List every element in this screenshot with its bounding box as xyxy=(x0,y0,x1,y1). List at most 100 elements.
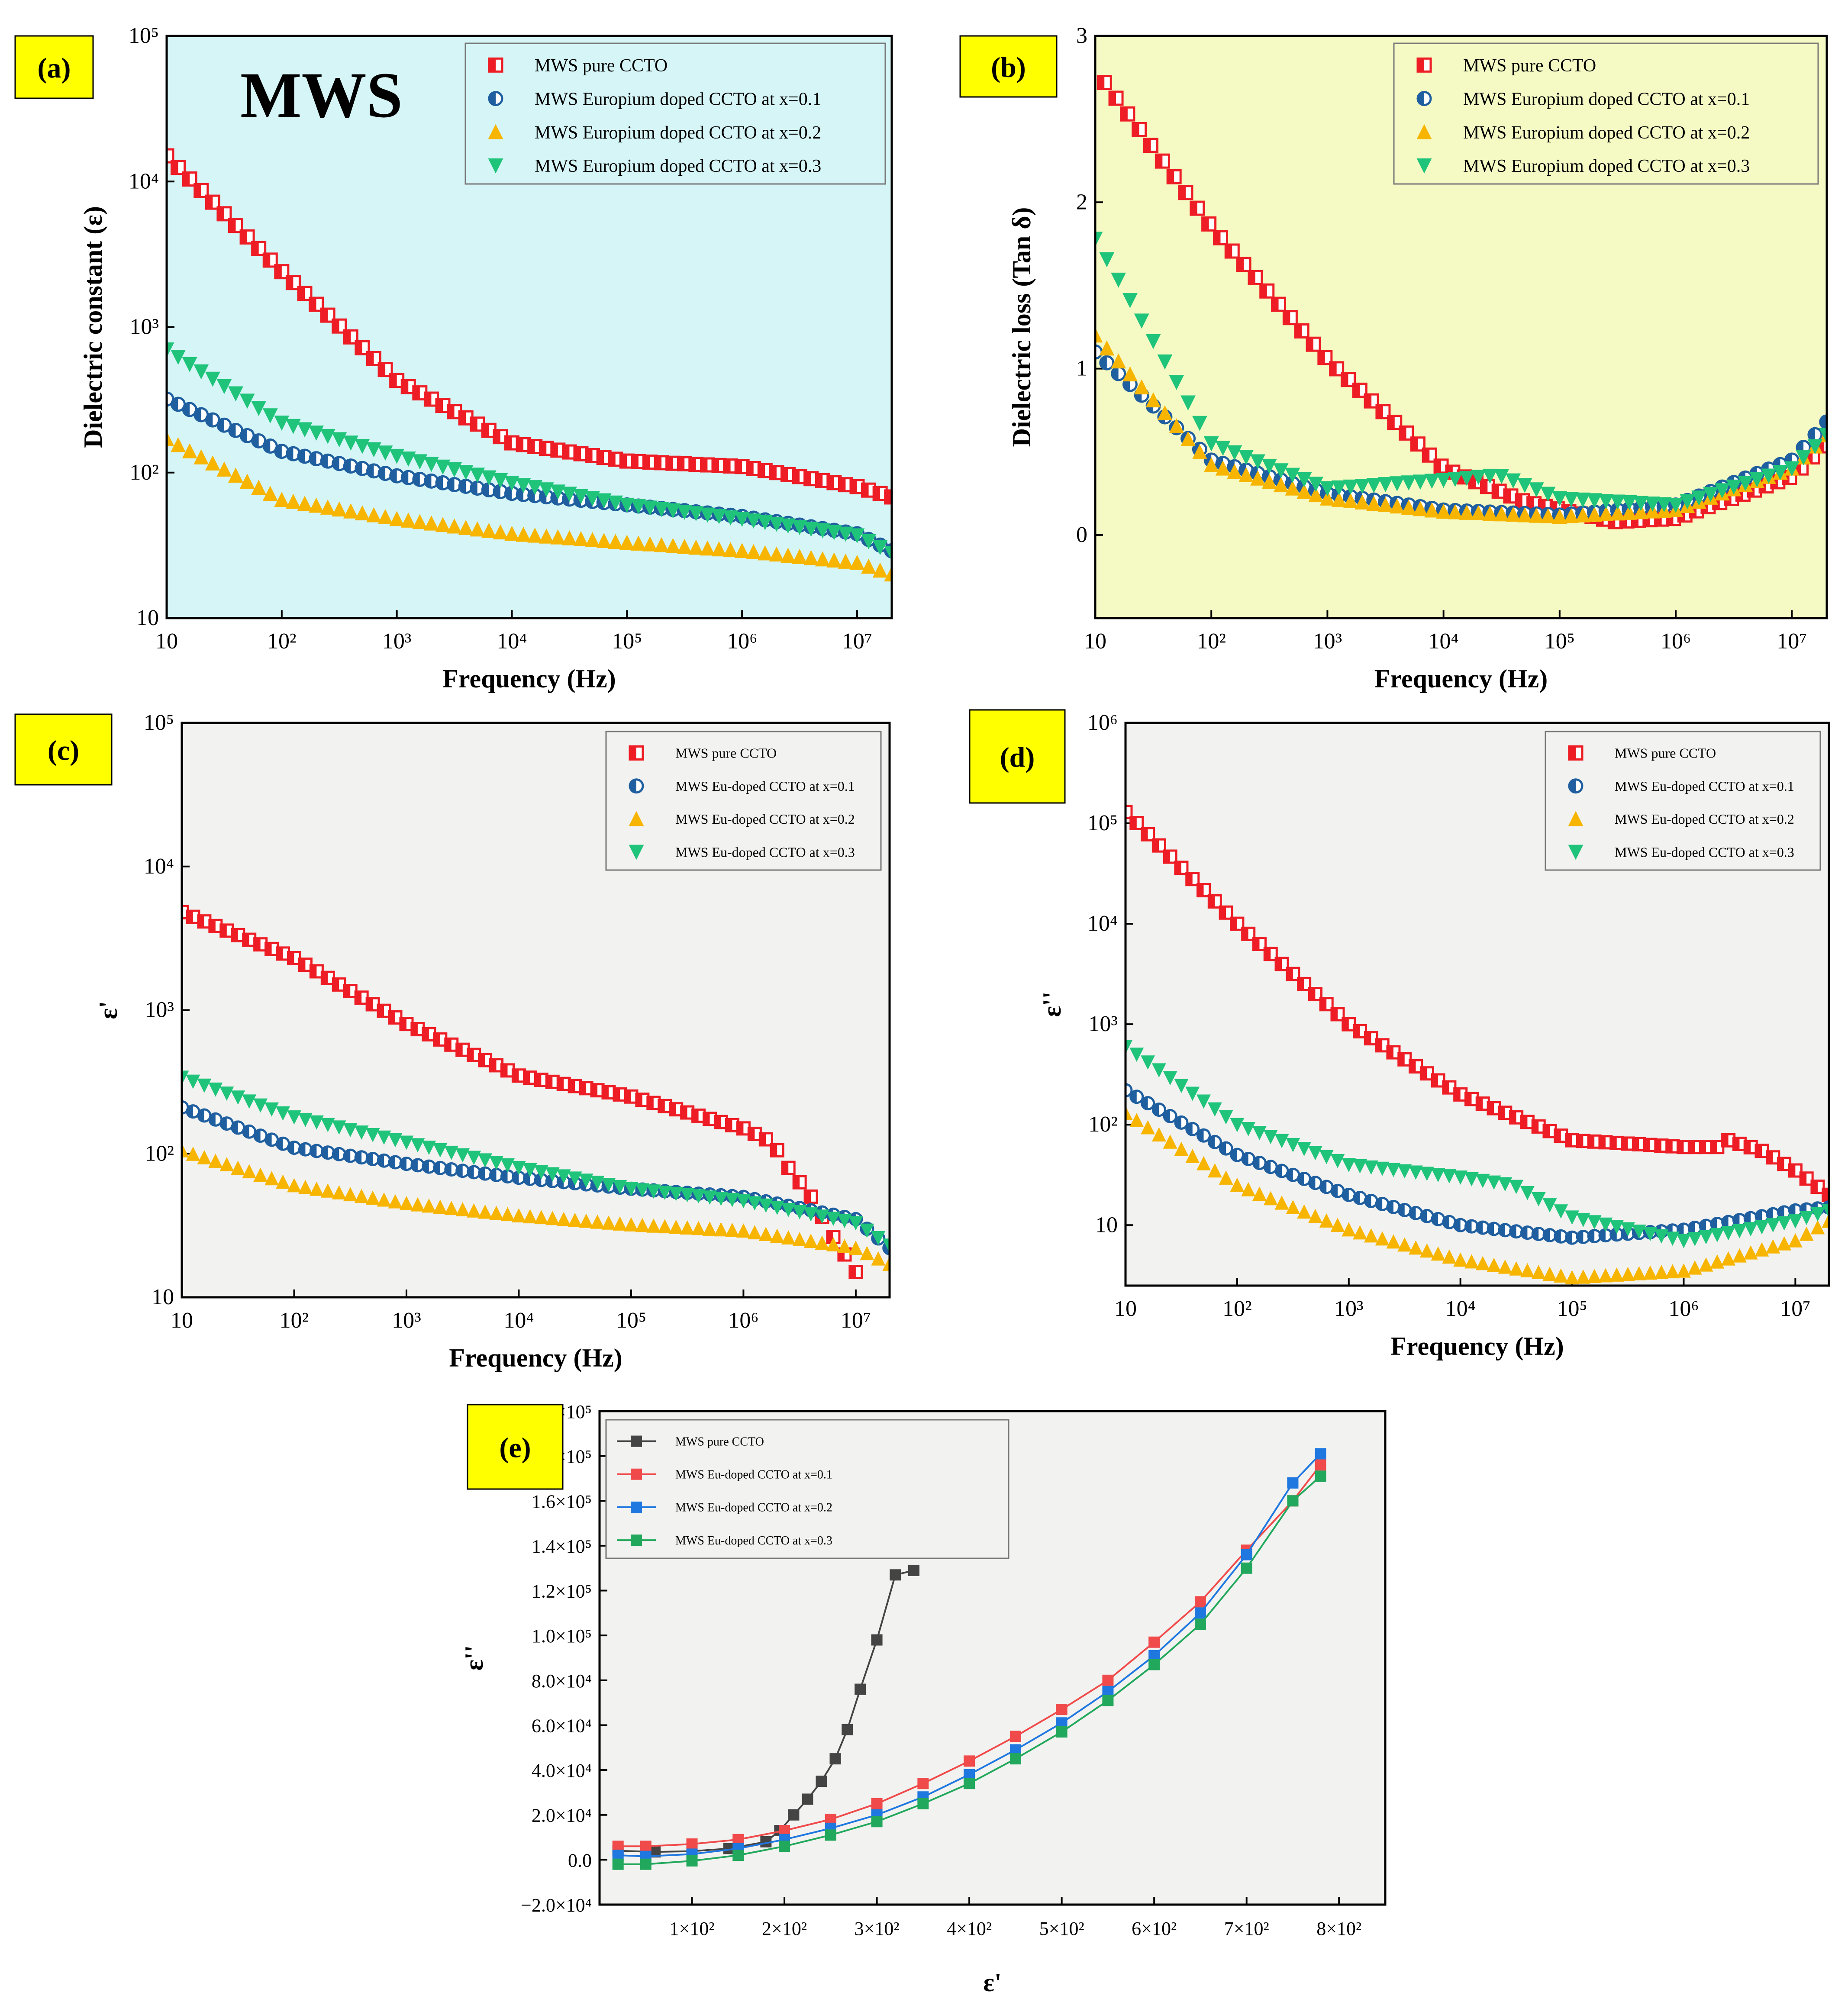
marker-triangle-up xyxy=(455,1202,470,1216)
x-tick-label: 10⁴ xyxy=(1429,629,1459,654)
marker-square-fill xyxy=(332,319,339,333)
marker-square-fill xyxy=(1755,1144,1762,1157)
marker-triangle-down xyxy=(736,1194,751,1209)
marker-triangle-up xyxy=(792,1232,807,1246)
marker-triangle-up xyxy=(1250,470,1265,486)
marker-triangle-up xyxy=(1331,492,1347,507)
marker-triangle-down xyxy=(1424,474,1440,489)
marker-triangle-up xyxy=(646,1218,661,1233)
marker-circle-fill xyxy=(1130,1090,1137,1103)
marker-circle-fill xyxy=(1112,367,1119,380)
x-tick-label: 10⁴ xyxy=(497,629,527,654)
marker-triangle-down xyxy=(556,1169,571,1184)
marker-triangle-down xyxy=(631,499,646,514)
marker-square-fill xyxy=(1298,978,1304,990)
marker-triangle-down xyxy=(1540,487,1556,502)
marker-square-fill xyxy=(1488,1102,1494,1115)
y-tick-label: 10 xyxy=(152,1285,174,1309)
marker-square-fill xyxy=(771,1144,777,1157)
marker-triangle-up xyxy=(467,1203,481,1218)
marker-square-fill xyxy=(827,1231,833,1243)
marker-square-fill xyxy=(1435,459,1442,473)
marker-circle-fill xyxy=(367,1153,373,1165)
marker-circle-fill xyxy=(1231,1149,1237,1161)
marker-triangle-up xyxy=(1552,509,1567,524)
marker-square-fill xyxy=(1689,1141,1695,1153)
marker-triangle-down xyxy=(1122,293,1138,308)
marker-square-fill xyxy=(220,924,227,937)
marker-triangle-down xyxy=(1645,496,1660,512)
marker-triangle-up xyxy=(803,1234,818,1248)
marker-triangle-down xyxy=(1436,473,1451,488)
y-tick-label: 2 xyxy=(1076,190,1087,214)
marker-triangle-down xyxy=(700,507,715,523)
marker-triangle-up xyxy=(1598,506,1614,521)
marker-square-fill xyxy=(625,1090,631,1103)
marker-triangle-up xyxy=(871,1251,886,1266)
marker-triangle-down xyxy=(596,493,612,509)
marker-triangle-down xyxy=(849,528,865,544)
marker-filled-square xyxy=(1009,1753,1021,1765)
marker-circle-fill xyxy=(1186,1123,1193,1135)
marker-circle-fill xyxy=(206,413,213,427)
marker-square-fill xyxy=(1778,1157,1784,1170)
marker-circle-fill xyxy=(209,1113,216,1126)
marker-filled-square xyxy=(631,1435,642,1447)
marker-triangle-down xyxy=(642,500,658,516)
marker-square-fill xyxy=(715,1116,721,1128)
marker-filled-square xyxy=(1148,1659,1160,1670)
marker-square-fill xyxy=(1566,1134,1572,1147)
marker-triangle-up xyxy=(242,1164,257,1179)
marker-triangle-down xyxy=(467,1151,481,1165)
marker-square-fill xyxy=(658,1100,665,1112)
marker-triangle-up xyxy=(680,1220,695,1235)
x-tick-label: 10⁶ xyxy=(728,1308,758,1333)
x-tick-label: 10 xyxy=(171,1308,193,1333)
marker-triangle-up xyxy=(1342,1222,1356,1237)
marker-triangle-up xyxy=(399,1196,414,1210)
marker-triangle-down xyxy=(1598,1217,1613,1232)
marker-square-fill xyxy=(1214,231,1221,245)
series-3 xyxy=(1095,232,1827,513)
marker-square-fill xyxy=(574,447,581,461)
marker-triangle-up xyxy=(1366,496,1382,511)
marker-filled-square xyxy=(1194,1607,1206,1619)
marker-square-fill xyxy=(1655,1139,1661,1152)
marker-square-fill xyxy=(1320,998,1327,1010)
marker-circle-fill xyxy=(1387,1201,1393,1213)
marker-triangle-down xyxy=(1227,445,1242,461)
marker-square-fill xyxy=(793,470,800,484)
series-layer xyxy=(1126,805,1829,1285)
marker-triangle-up xyxy=(1389,498,1405,514)
marker-triangle-down xyxy=(550,484,566,500)
marker-square-fill xyxy=(1469,475,1476,488)
marker-triangle-up xyxy=(481,522,497,538)
marker-circle-fill xyxy=(321,455,328,468)
marker-triangle-down xyxy=(1587,1215,1602,1230)
marker-triangle-down xyxy=(171,349,186,365)
marker-filled-square xyxy=(802,1793,813,1805)
marker-square-fill xyxy=(1599,1136,1606,1148)
x-tick-label: 10⁶ xyxy=(1661,629,1691,654)
marker-triangle-up xyxy=(435,517,451,532)
marker-triangle-down xyxy=(410,1138,425,1153)
marker-circle-fill xyxy=(1755,1210,1762,1222)
legend-label: MWS Eu-doped CCTO at x=0.1 xyxy=(1615,778,1794,794)
marker-triangle-up xyxy=(1576,1269,1590,1284)
marker-circle-fill xyxy=(1209,1136,1215,1148)
marker-circle-fill xyxy=(355,462,362,475)
marker-square-fill xyxy=(209,920,216,932)
marker-triangle-up xyxy=(725,1222,739,1237)
marker-triangle-up xyxy=(389,511,405,526)
marker-circle-fill xyxy=(367,464,374,477)
marker-triangle-up xyxy=(539,528,554,544)
marker-triangle-down xyxy=(1568,845,1584,860)
marker-square-fill xyxy=(1465,1093,1472,1105)
marker-filled-square xyxy=(1241,1549,1252,1560)
panel-tag-box xyxy=(467,1404,564,1490)
marker-circle-fill xyxy=(400,1157,406,1170)
marker-triangle-up xyxy=(1174,1141,1189,1156)
marker-square-fill xyxy=(229,219,236,232)
marker-square-fill xyxy=(1353,384,1360,397)
